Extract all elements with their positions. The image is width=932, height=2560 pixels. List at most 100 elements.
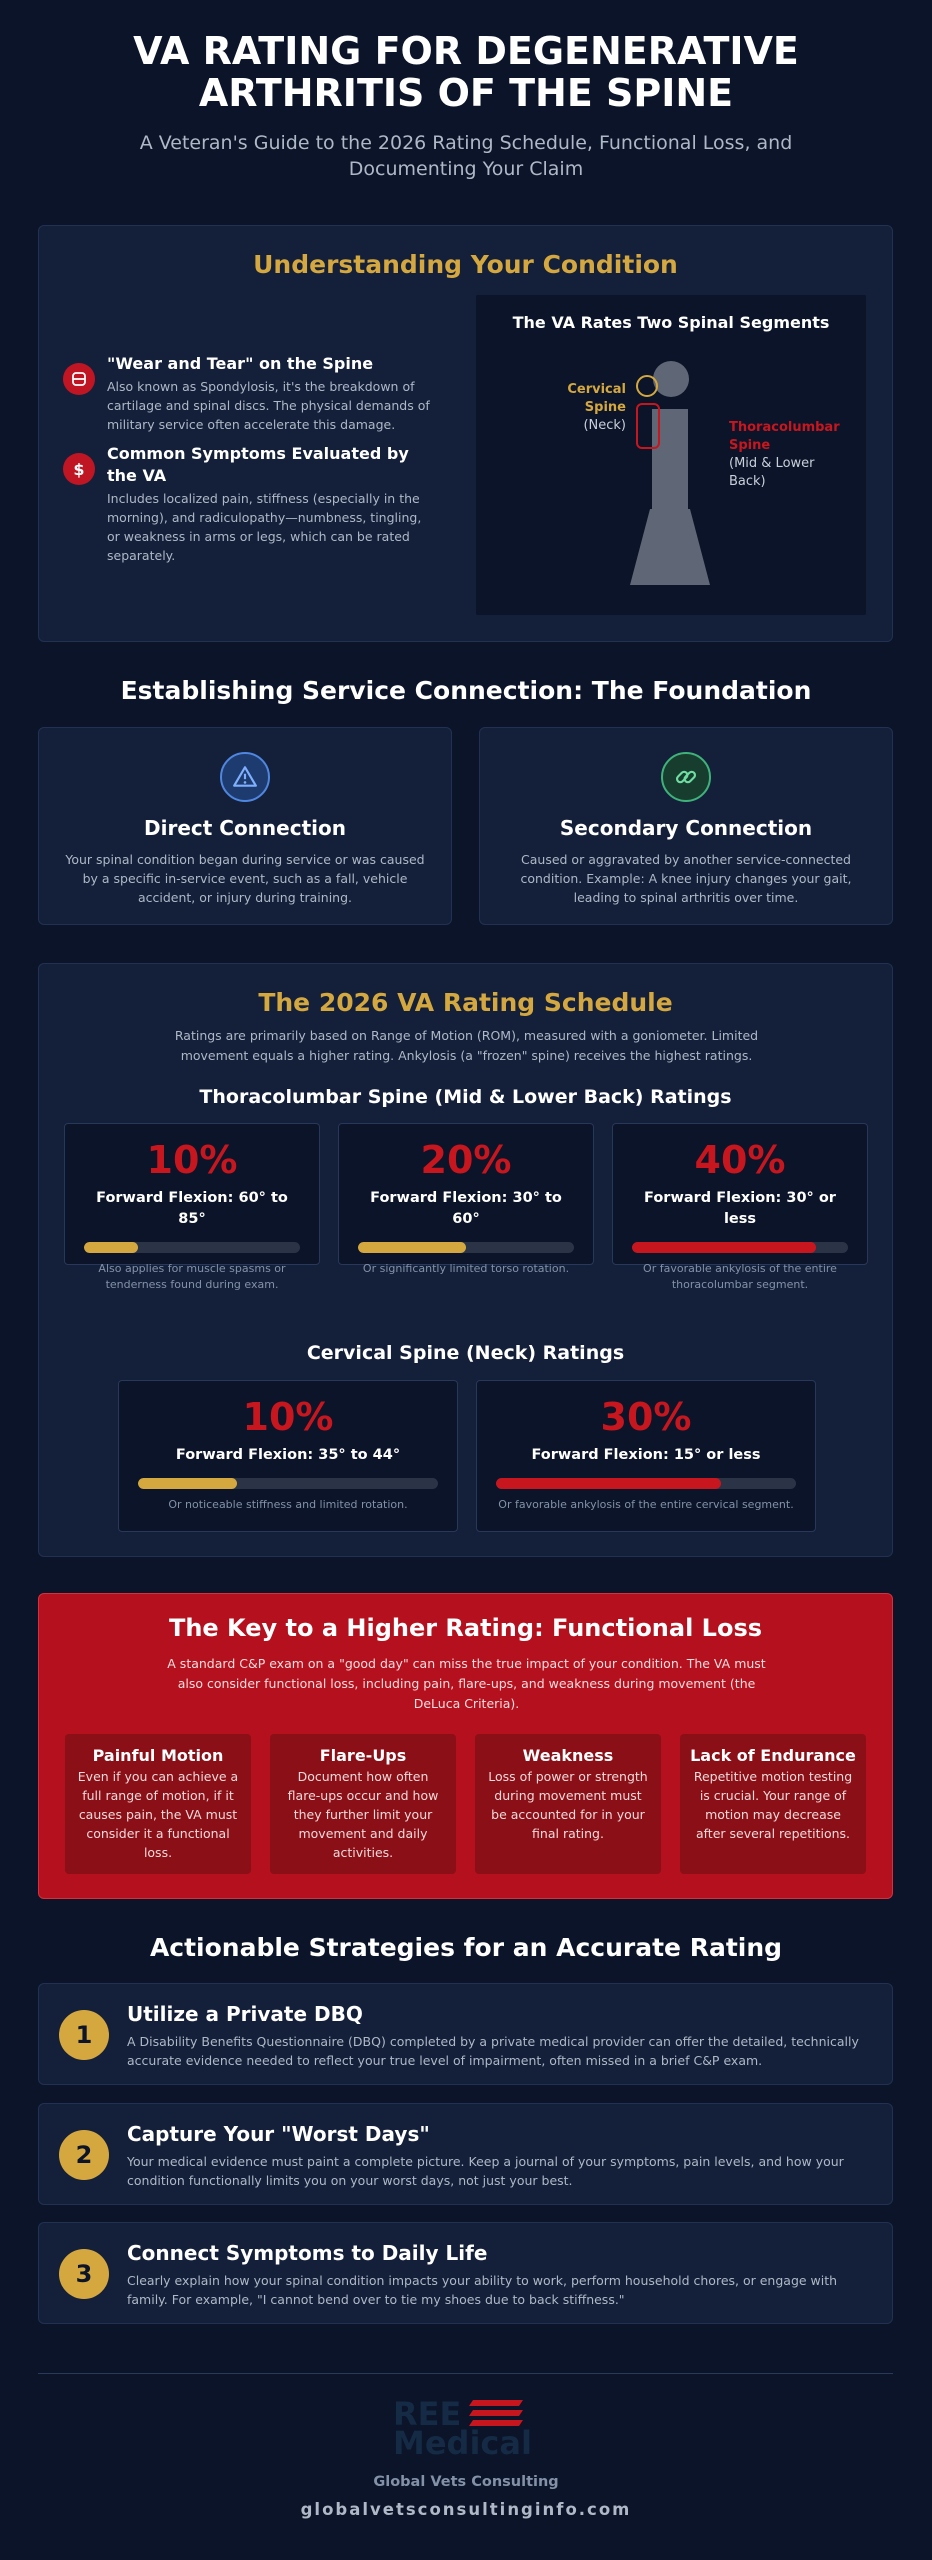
page-title: VA RATING FOR DEGENERATIVE ARTHRITIS OF … bbox=[133, 29, 799, 115]
thoraco-label: Thoracolumbar bbox=[729, 420, 840, 435]
strategies-heading: Actionable Strategies for an Accurate Ra… bbox=[149, 1933, 783, 1962]
strategy-item-1: 1 Utilize a Private DBQ A Disability Ben… bbox=[38, 1983, 893, 2085]
functional-loss-text: Repetitive motion testing is crucial. Yo… bbox=[693, 1769, 853, 1841]
direct-connection-title: Direct Connection bbox=[144, 816, 346, 840]
condition-item-text: Also known as Spondylosis, it's the brea… bbox=[107, 379, 430, 432]
functional-loss-title: Painful Motion bbox=[92, 1746, 224, 1765]
rating-percent: 30% bbox=[600, 1395, 692, 1439]
disc-icon bbox=[63, 363, 95, 395]
functional-loss-card-weakness: Weakness Loss of power or strength durin… bbox=[475, 1734, 661, 1874]
rating-percent: 40% bbox=[694, 1138, 786, 1182]
strategy-text: Clearly explain how your spinal conditio… bbox=[127, 2273, 838, 2307]
footer-logo: REE Medical bbox=[390, 2398, 550, 2460]
rating-note: Also applies for muscle spasms or tender… bbox=[98, 1262, 286, 1291]
rating-criteria: Forward Flexion: 60° to 85° bbox=[96, 1190, 288, 1227]
rating-bar-fill bbox=[138, 1478, 237, 1489]
rating-percent: 20% bbox=[420, 1138, 512, 1182]
cervical-heading: Cervical Spine (Neck) Ratings bbox=[306, 1342, 625, 1364]
footer-org: Global Vets Consulting bbox=[373, 2474, 559, 2490]
condition-item-text: Includes localized pain, stiffness (espe… bbox=[107, 491, 422, 563]
strategy-text: Your medical evidence must paint a compl… bbox=[127, 2154, 844, 2188]
thoraco-heading: Thoracolumbar Spine (Mid & Lower Back) R… bbox=[199, 1086, 732, 1108]
functional-loss-card-endurance: Lack of Endurance Repetitive motion test… bbox=[680, 1734, 866, 1874]
strategy-item-3: 3 Connect Symptoms to Daily Life Clearly… bbox=[38, 2222, 893, 2324]
functional-loss-text: Even if you can achieve a full range of … bbox=[77, 1769, 239, 1860]
functional-loss-title: Flare-Ups bbox=[319, 1746, 407, 1765]
strategy-text: A Disability Benefits Questionnaire (DBQ… bbox=[127, 2034, 859, 2068]
footer-url[interactable]: globalvetsconsultinginfo.com bbox=[300, 2500, 632, 2519]
strategy-title: Utilize a Private DBQ bbox=[127, 2002, 363, 2026]
cervical-label: Spine bbox=[585, 400, 626, 415]
body-silhouette-icon: Cervical Spine (Neck) Thoracolumbar Spin… bbox=[567, 361, 840, 585]
secondary-connection-text: Caused or aggravated by another service-… bbox=[520, 852, 852, 905]
header: VA RATING FOR DEGENERATIVE ARTHRITIS OF … bbox=[0, 30, 932, 182]
rating-bar-fill bbox=[632, 1242, 816, 1253]
rating-criteria: Forward Flexion: 35° to 44° bbox=[175, 1447, 401, 1463]
dollar-icon: $ bbox=[63, 453, 95, 485]
rating-bar bbox=[632, 1242, 848, 1253]
strategy-number: 2 bbox=[59, 2130, 109, 2180]
rating-bar bbox=[358, 1242, 574, 1253]
rating-percent: 10% bbox=[242, 1395, 334, 1439]
thoraco-sub: (Mid & Lower bbox=[729, 456, 815, 471]
understanding-panel: Understanding Your Condition "Wear and T… bbox=[38, 225, 893, 642]
cervical-label: Cervical bbox=[567, 382, 626, 397]
rating-note: Or significantly limited torso rotation. bbox=[362, 1262, 570, 1275]
thoraco-rating-20: 20% Forward Flexion: 30° to 60° Or signi… bbox=[338, 1123, 594, 1275]
page-subtitle: A Veteran's Guide to the 2026 Rating Sch… bbox=[139, 132, 793, 180]
schedule-heading: The 2026 VA Rating Schedule bbox=[258, 988, 673, 1017]
warning-icon bbox=[220, 752, 270, 802]
flag-stripes-icon bbox=[469, 2400, 523, 2426]
logo-text: REE bbox=[393, 2395, 462, 2433]
cervical-rating-30: 30% Forward Flexion: 15° or less Or favo… bbox=[476, 1380, 816, 1532]
rating-bar bbox=[138, 1478, 438, 1489]
strategy-item-2: 2 Capture Your "Worst Days" Your medical… bbox=[38, 2103, 893, 2205]
cervical-sub: (Neck) bbox=[583, 418, 626, 433]
link-icon bbox=[661, 752, 711, 802]
footer-divider bbox=[38, 2373, 893, 2374]
strategy-title: Capture Your "Worst Days" bbox=[127, 2122, 430, 2146]
thoraco-label: Spine bbox=[729, 438, 770, 453]
functional-loss-title: Weakness bbox=[522, 1746, 614, 1765]
spine-figure-title: The VA Rates Two Spinal Segments bbox=[512, 313, 830, 332]
rating-bar-fill bbox=[358, 1242, 466, 1253]
direct-connection-card: Direct Connection Your spinal condition … bbox=[38, 727, 452, 925]
rating-bar bbox=[496, 1478, 796, 1489]
thoraco-rating-40: 40% Forward Flexion: 30° or less Or favo… bbox=[612, 1123, 868, 1291]
understanding-heading: Understanding Your Condition bbox=[253, 250, 678, 279]
rating-schedule-panel: The 2026 VA Rating Schedule Ratings are … bbox=[38, 963, 893, 1557]
functional-loss-intro: A standard C&P exam on a "good day" can … bbox=[167, 1656, 766, 1711]
rating-criteria: Forward Flexion: 30° or less bbox=[644, 1190, 836, 1227]
direct-connection-text: Your spinal condition began during servi… bbox=[65, 852, 425, 905]
rating-percent: 10% bbox=[146, 1138, 238, 1182]
functional-loss-text: Document how often flare-ups occur and h… bbox=[287, 1769, 439, 1860]
functional-loss-heading: The Key to a Higher Rating: Functional L… bbox=[168, 1614, 763, 1642]
rating-bar bbox=[84, 1242, 300, 1253]
functional-loss-card-flare-ups: Flare-Ups Document how often flare-ups o… bbox=[270, 1734, 456, 1874]
condition-item-title: "Wear and Tear" on the Spine bbox=[107, 354, 374, 373]
spine-figure: The VA Rates Two Spinal Segments Cervica… bbox=[476, 295, 866, 615]
cervical-rating-10: 10% Forward Flexion: 35° to 44° Or notic… bbox=[118, 1380, 458, 1532]
rating-note: Or favorable ankylosis of the entire cer… bbox=[498, 1498, 794, 1511]
rating-bar-fill bbox=[84, 1242, 138, 1253]
schedule-intro: Ratings are primarily based on Range of … bbox=[174, 1028, 759, 1063]
secondary-connection-card: Secondary Connection Caused or aggravate… bbox=[479, 727, 893, 925]
rating-bar-fill bbox=[496, 1478, 721, 1489]
thoraco-sub: Back) bbox=[729, 474, 766, 489]
strategy-number: 3 bbox=[59, 2249, 109, 2299]
secondary-connection-title: Secondary Connection bbox=[559, 816, 813, 840]
service-connection-heading: Establishing Service Connection: The Fou… bbox=[120, 676, 812, 705]
thoraco-rating-10: 10% Forward Flexion: 60° to 85° Also app… bbox=[64, 1123, 320, 1291]
functional-loss-card-painful-motion: Painful Motion Even if you can achieve a… bbox=[65, 1734, 251, 1874]
condition-item-symptoms: $ Common Symptoms Evaluated by the VA In… bbox=[63, 443, 433, 565]
strategy-title: Connect Symptoms to Daily Life bbox=[127, 2241, 488, 2265]
functional-loss-title: Lack of Endurance bbox=[690, 1746, 856, 1765]
functional-loss-text: Loss of power or strength during movemen… bbox=[488, 1769, 648, 1841]
rating-criteria: Forward Flexion: 30° to 60° bbox=[370, 1190, 562, 1227]
condition-item-wear: "Wear and Tear" on the Spine Also known … bbox=[63, 353, 433, 434]
rating-note: Or favorable ankylosis of the entire tho… bbox=[643, 1262, 837, 1291]
condition-item-title: Common Symptoms Evaluated by the VA bbox=[107, 444, 409, 485]
strategy-number: 1 bbox=[59, 2010, 109, 2060]
rating-criteria: Forward Flexion: 15° or less bbox=[531, 1447, 761, 1463]
